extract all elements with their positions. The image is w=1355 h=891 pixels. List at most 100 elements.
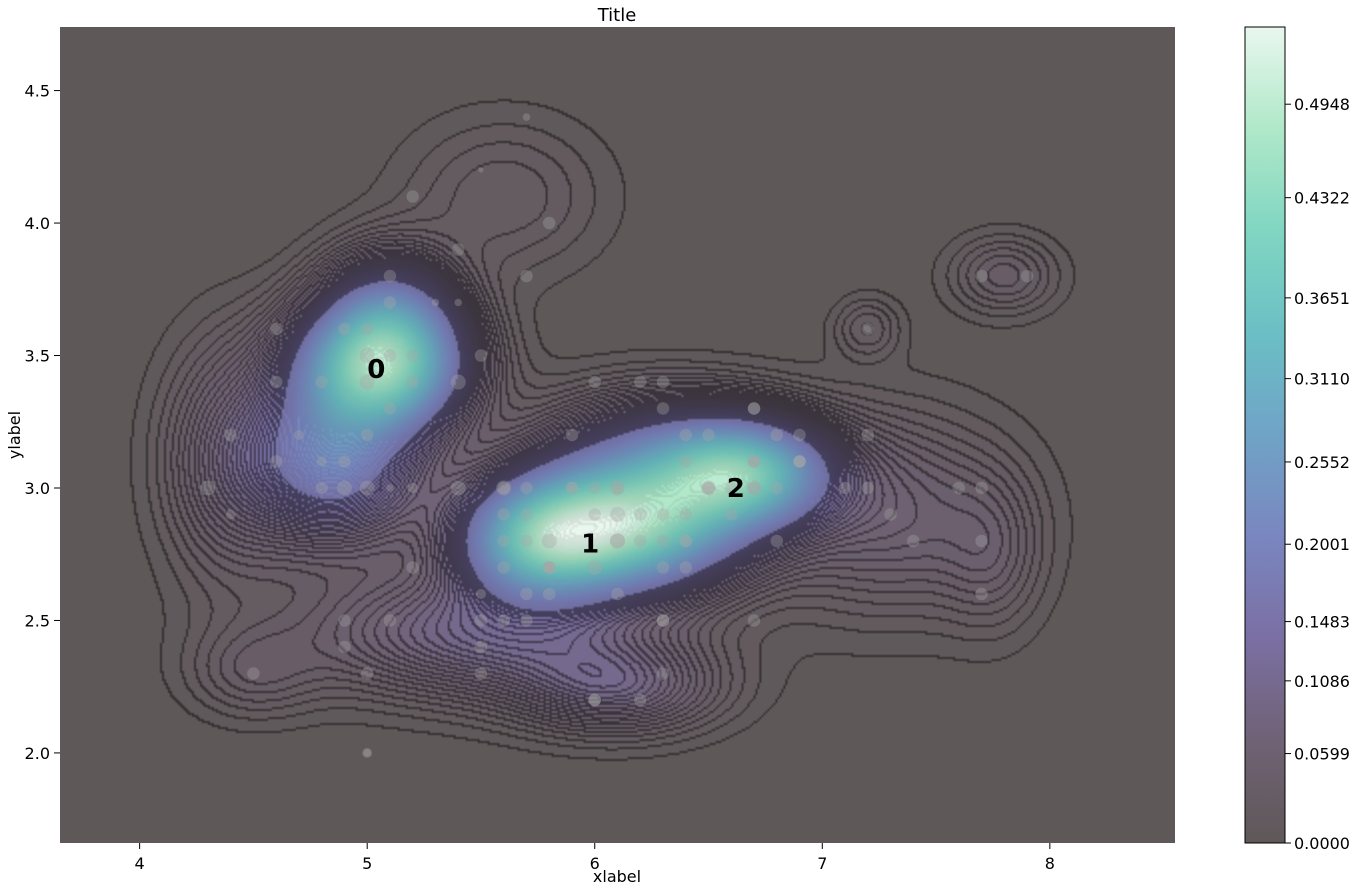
data-point bbox=[747, 455, 761, 468]
data-point bbox=[702, 481, 715, 495]
y-tick-label: 4.0 bbox=[25, 214, 50, 233]
data-point bbox=[497, 614, 510, 627]
data-point bbox=[383, 296, 397, 309]
colorbar-gradient bbox=[1244, 26, 1286, 844]
data-point bbox=[610, 480, 625, 496]
data-point bbox=[634, 693, 647, 707]
data-point bbox=[611, 481, 624, 495]
colorbar-tick-label: 0.2552 bbox=[1294, 453, 1350, 472]
colorbar-tick-label: 0.0000 bbox=[1294, 834, 1350, 853]
colorbar-tick-label: 0.1483 bbox=[1294, 613, 1350, 632]
data-point bbox=[383, 614, 397, 627]
data-point bbox=[431, 298, 440, 307]
data-point bbox=[656, 614, 670, 627]
data-point bbox=[474, 349, 488, 362]
data-point bbox=[474, 667, 488, 680]
data-point bbox=[497, 481, 510, 495]
data-point bbox=[497, 534, 510, 548]
data-point bbox=[747, 481, 761, 495]
data-point bbox=[383, 269, 397, 283]
data-point bbox=[338, 640, 351, 654]
data-point bbox=[269, 455, 283, 468]
data-point bbox=[478, 167, 484, 173]
data-point bbox=[793, 455, 806, 468]
colorbar-tick-label: 0.3110 bbox=[1294, 370, 1350, 389]
data-point bbox=[269, 322, 283, 336]
data-point bbox=[496, 480, 512, 496]
plot-area: 0 1 2 bbox=[60, 27, 1175, 843]
colorbar-tick-label: 0.1086 bbox=[1294, 672, 1350, 691]
data-point bbox=[656, 561, 670, 574]
data-point bbox=[269, 375, 283, 389]
data-point bbox=[338, 614, 351, 627]
data-point bbox=[406, 349, 419, 362]
x-tick-label: 4 bbox=[135, 854, 145, 873]
data-point bbox=[316, 456, 327, 467]
data-point bbox=[475, 588, 486, 599]
data-point bbox=[407, 482, 418, 493]
data-point bbox=[747, 455, 761, 468]
data-point bbox=[386, 484, 394, 492]
colorbar-tick-label: 0.2001 bbox=[1294, 535, 1350, 554]
data-point bbox=[702, 481, 715, 495]
data-point bbox=[522, 113, 531, 121]
data-point bbox=[611, 587, 624, 601]
y-axis-label: ylabel bbox=[5, 411, 24, 459]
data-point bbox=[359, 480, 375, 496]
data-point bbox=[588, 693, 601, 707]
x-tick-label: 7 bbox=[817, 854, 827, 873]
data-point bbox=[610, 533, 625, 549]
data-point bbox=[359, 348, 375, 364]
density-heatmap bbox=[60, 27, 1175, 843]
data-point bbox=[474, 640, 488, 654]
colorbar-tick-label: 0.4948 bbox=[1294, 95, 1350, 114]
data-point bbox=[587, 559, 603, 575]
data-point bbox=[565, 428, 579, 442]
data-point bbox=[450, 374, 466, 390]
data-point bbox=[247, 667, 260, 680]
data-point bbox=[747, 402, 761, 415]
data-point bbox=[861, 481, 875, 495]
data-point bbox=[224, 428, 237, 442]
data-point bbox=[702, 428, 715, 442]
data-point bbox=[474, 614, 488, 627]
colorbar-tick-label: 0.0599 bbox=[1294, 745, 1350, 764]
data-point bbox=[975, 587, 988, 601]
data-point bbox=[383, 402, 397, 415]
data-point bbox=[450, 480, 466, 496]
data-point bbox=[360, 322, 374, 336]
data-point bbox=[338, 322, 351, 336]
chart-title: Title bbox=[597, 5, 637, 26]
cluster-label: 0 bbox=[367, 355, 385, 385]
data-point bbox=[725, 481, 738, 495]
data-point bbox=[363, 749, 371, 757]
scatter-points bbox=[200, 113, 1034, 758]
y-axis: 2.0 2.5 3.0 3.5 4.0 4.5 bbox=[25, 82, 60, 763]
data-point bbox=[679, 534, 693, 548]
data-point bbox=[588, 375, 601, 389]
data-point bbox=[359, 374, 375, 390]
data-point bbox=[565, 481, 579, 495]
data-point bbox=[520, 614, 533, 627]
data-point bbox=[679, 508, 693, 521]
data-point bbox=[907, 534, 920, 548]
data-point bbox=[861, 322, 875, 336]
data-point bbox=[225, 509, 236, 520]
data-point bbox=[634, 375, 647, 389]
data-point bbox=[656, 614, 670, 627]
data-point bbox=[656, 508, 670, 521]
data-point bbox=[952, 481, 966, 495]
data-point bbox=[542, 587, 556, 601]
x-tick-label: 5 bbox=[362, 854, 372, 873]
data-point bbox=[451, 243, 465, 256]
colorbar: 0.0000 0.0599 0.1086 0.1483 0.2001 0.2552 0.31… bbox=[1244, 26, 1350, 853]
data-point bbox=[747, 455, 761, 468]
data-point bbox=[746, 480, 762, 496]
y-tick-label: 3.0 bbox=[25, 479, 50, 498]
data-point bbox=[542, 216, 556, 230]
data-point bbox=[293, 430, 304, 440]
data-point bbox=[520, 587, 533, 601]
data-point bbox=[497, 508, 510, 521]
data-point bbox=[747, 614, 761, 627]
y-tick-label: 2.0 bbox=[25, 744, 50, 763]
